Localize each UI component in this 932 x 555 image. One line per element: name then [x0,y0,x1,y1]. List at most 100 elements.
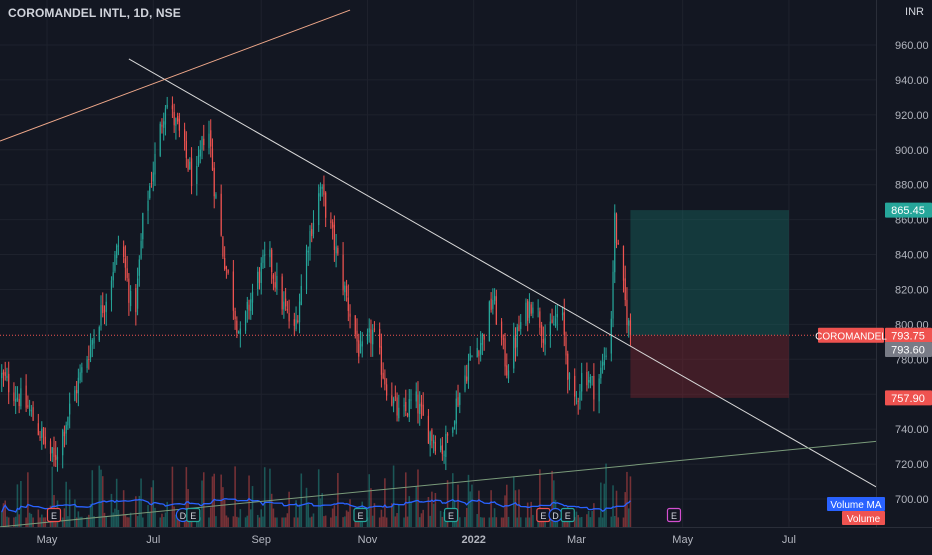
volume-bar [349,499,351,527]
volume-bar [586,514,588,527]
price-axis[interactable]: 700.00720.00740.00760.00780.00800.00820.… [876,0,932,550]
candle-body [16,397,19,400]
candle [427,408,430,444]
event-letter: E [190,511,196,521]
volume-bar [166,501,168,527]
volume-bar [432,503,435,527]
volume-bar [568,517,571,527]
candle [15,386,17,415]
candle [16,386,19,402]
time-tick-label: 2022 [461,534,485,546]
volume-bar [540,517,543,527]
candle [398,394,400,422]
volume-bar [91,470,94,527]
candle-body [142,213,144,240]
candle-body [354,315,356,335]
candle [53,436,55,467]
volume-bar [79,516,81,527]
candle-body [622,245,625,281]
candle [574,368,576,406]
candle-body [551,319,553,323]
volume-bar [288,491,290,527]
event-marker: D [548,507,563,523]
candle-body [130,290,132,307]
symbol-title[interactable]: COROMANDEL INTL, 1D, NSE [8,6,181,20]
candle [420,394,423,419]
candle [244,310,247,334]
candle-body [434,442,436,452]
candle-body [318,193,320,226]
candle-body [330,220,332,224]
candle-body [626,299,628,326]
candle-body [1,372,3,379]
candle-body [380,346,383,375]
candle [330,212,332,229]
volume-bar [465,507,468,527]
volume-legend-item: Volume MA [827,497,885,511]
volume-legend-bg [842,511,885,525]
candle-body [431,429,433,441]
volume-bar [61,517,64,527]
candle-body [56,456,59,460]
candle [349,304,351,329]
candle-body [422,404,424,416]
volume-bar [408,496,411,527]
candle-body [361,341,363,347]
price-tick-label: 900.00 [895,145,929,157]
candle [445,425,447,471]
candle [624,265,626,307]
candle-body [384,377,386,385]
candle-body [539,311,541,328]
candle-body [103,310,106,312]
candle-body [112,272,114,281]
long-position-tool[interactable] [0,210,876,398]
candle-body [110,280,113,301]
candle-body [502,338,504,340]
candle-body [500,321,503,338]
event-marker: D [175,507,190,523]
volume-bar [248,475,250,527]
candle [222,235,224,260]
candle [312,210,315,239]
time-axis[interactable]: May Jul Sep Nov 2022 Mar May Jul [0,527,932,550]
candle-body [394,396,396,398]
volume-bar [159,517,162,527]
price-labels: 865.45 793.75 COROMANDEL 793.60 757.90 Volume… [815,202,932,525]
candle-body [506,365,508,376]
candle-body [433,440,435,444]
time-axis-bg [0,527,932,550]
candle-body [480,343,482,355]
candle [453,420,456,430]
candle [337,245,339,256]
candle [354,315,356,339]
volume-bar [467,474,470,527]
volume-bar [67,516,69,527]
volume-bar [74,499,76,527]
volume-bar [549,517,552,527]
trendlines[interactable] [0,9,877,528]
volume-bar [244,517,247,527]
volume-bar [380,509,383,527]
candle [539,307,541,335]
candle [105,293,107,326]
volume-bar [239,509,242,527]
candle-body [269,249,271,258]
volume-bar [500,517,503,527]
volume-bar [366,517,369,527]
volume-bar [446,480,449,527]
candle [30,404,32,417]
candle-body [464,375,466,391]
candle [89,333,92,363]
candle-body [147,200,149,211]
volume-bar [272,508,275,527]
candle-body [30,410,32,412]
candle [88,345,90,370]
candle-body [150,182,153,185]
volume-bar [307,503,310,527]
candle-body [588,379,590,383]
time-tick-label: Jul [146,534,160,546]
candle-body [344,285,346,293]
